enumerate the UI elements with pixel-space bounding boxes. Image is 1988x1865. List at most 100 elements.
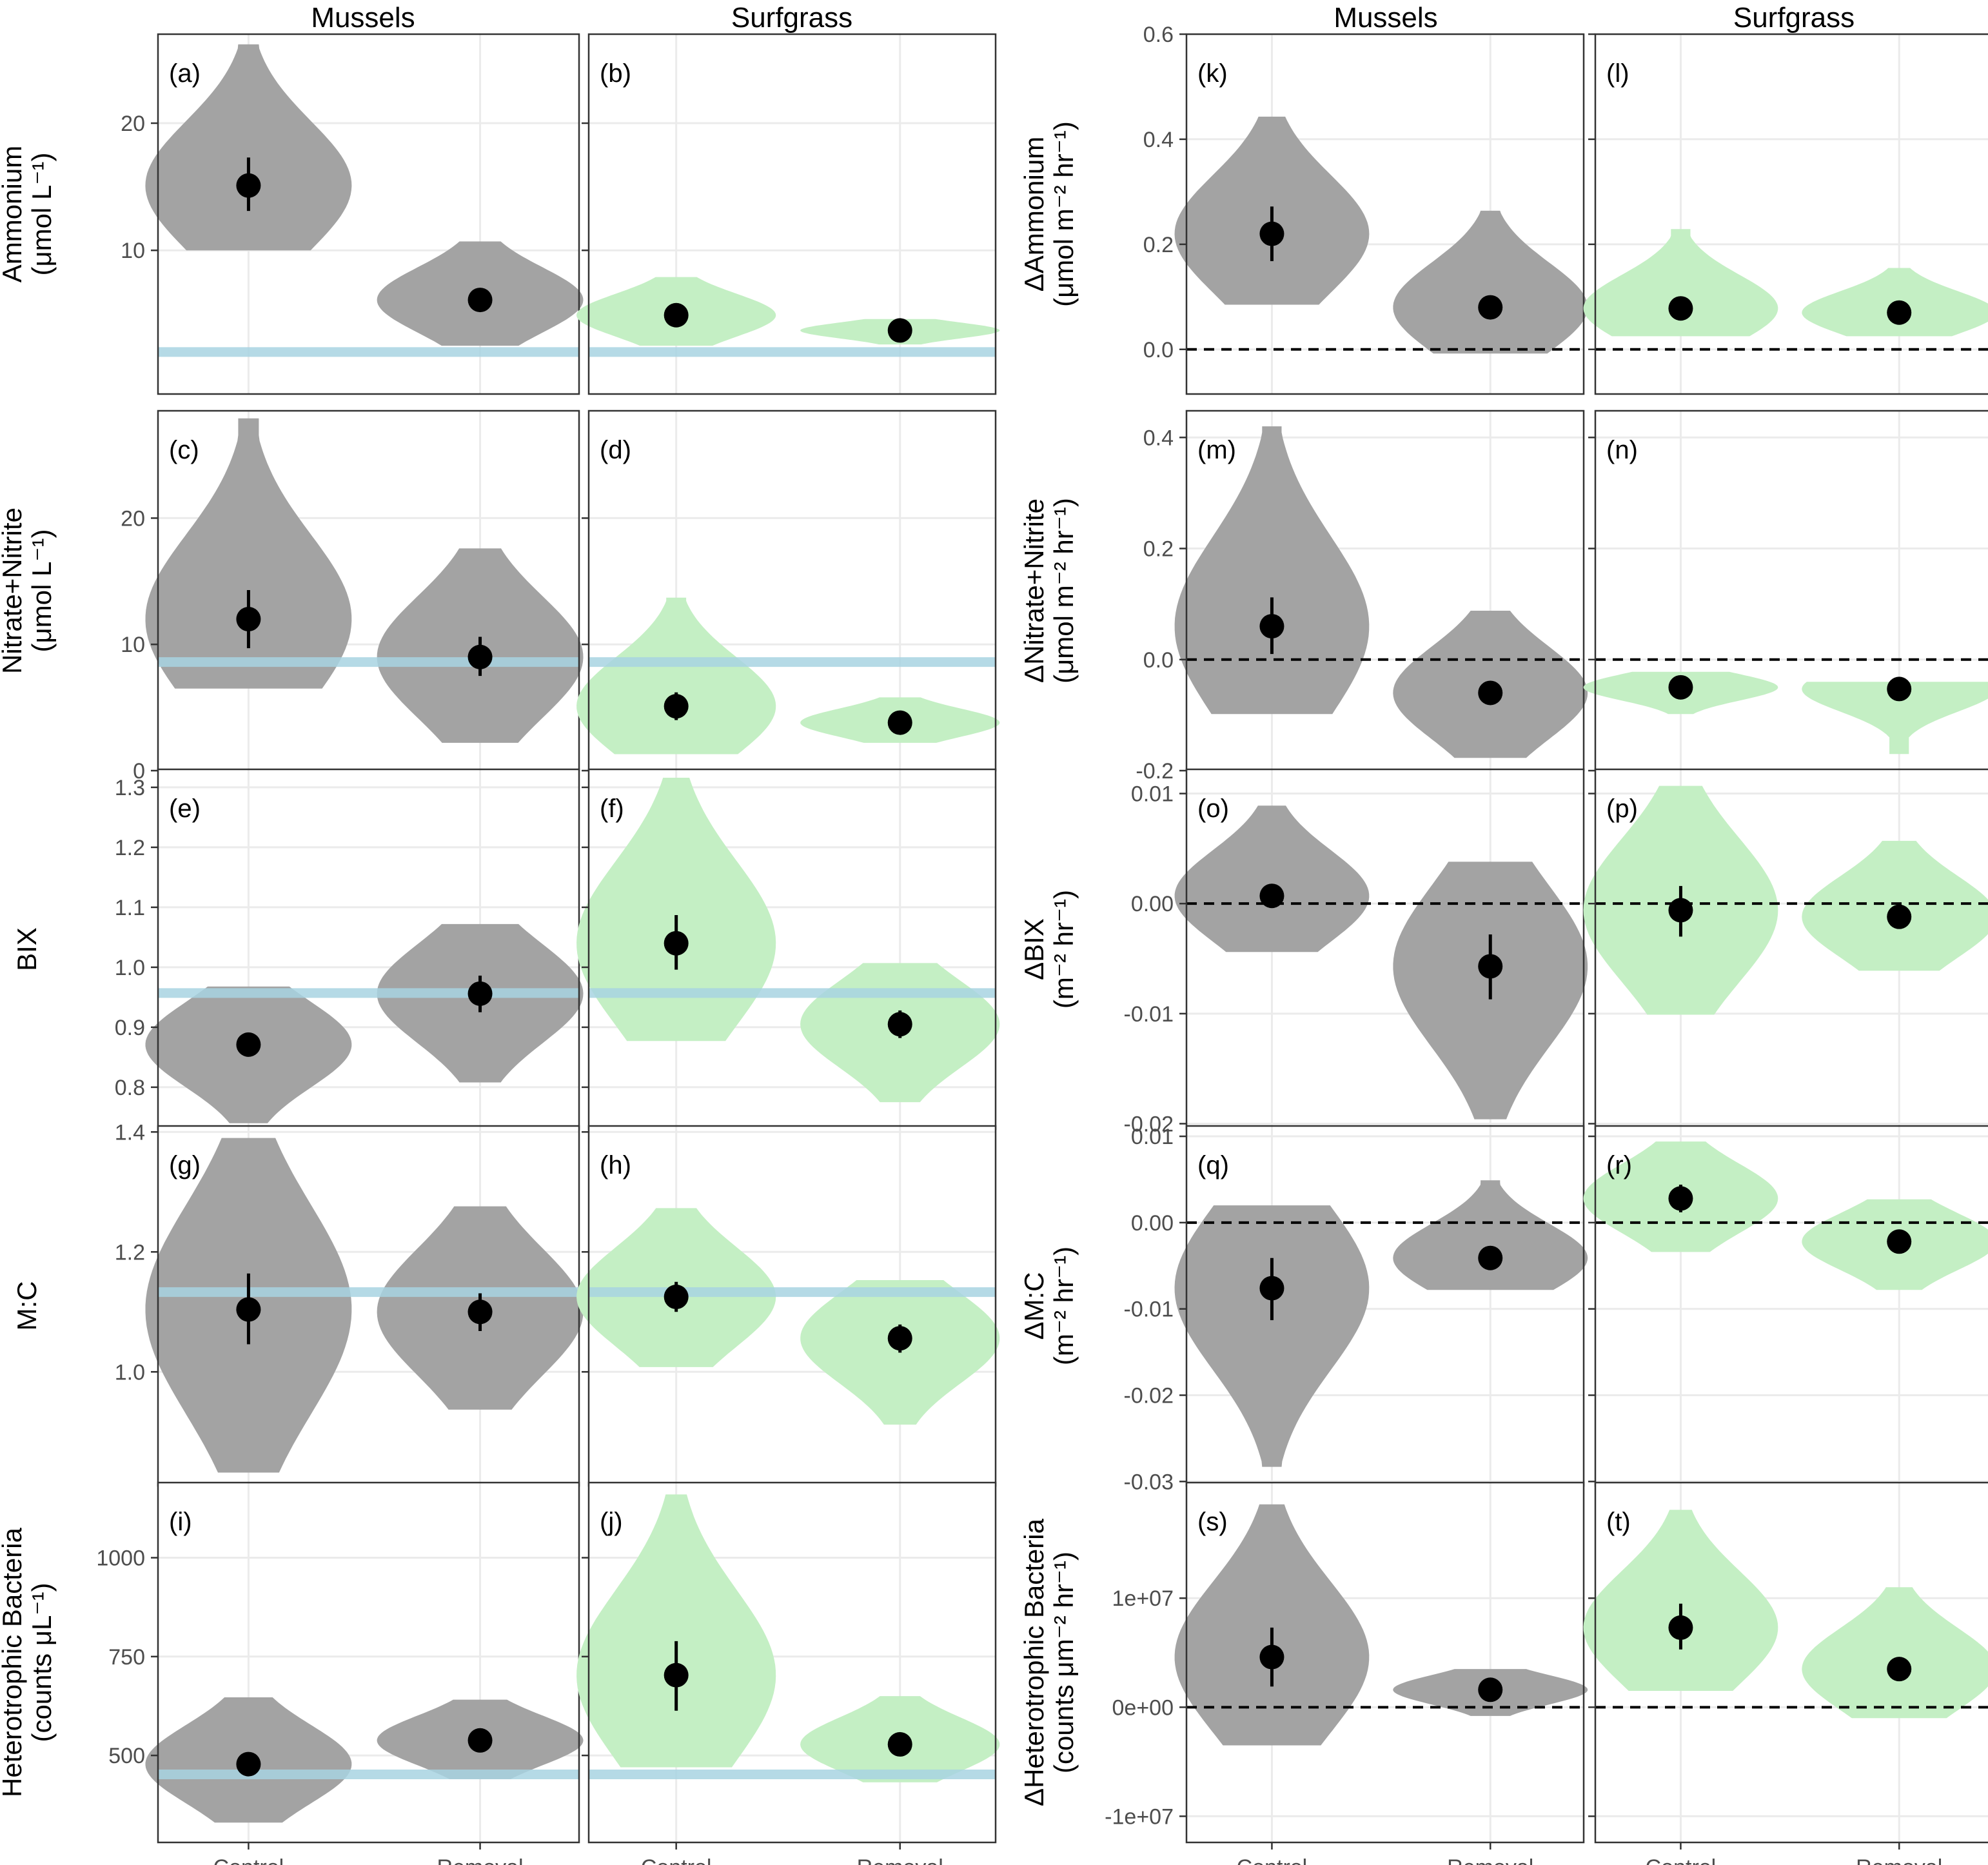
y-tick-label: 1.2 — [115, 1240, 145, 1265]
panel-g: (g) 1.0 1.2 1.4 — [115, 1120, 584, 1487]
mean-point-removal — [887, 1326, 912, 1351]
y-tick-label: 0.6 — [1143, 23, 1174, 47]
mean-point-removal — [887, 710, 912, 735]
mean-point-control — [664, 1663, 689, 1688]
y-tick-label: 0.0 — [1143, 648, 1174, 673]
y-tick-label: 20 — [121, 112, 145, 136]
panel-border — [1594, 33, 1988, 395]
panel-label: (h) — [600, 1151, 631, 1179]
panel-p: (p) — [1583, 768, 1988, 1130]
y-tick-label: 0.9 — [115, 1016, 145, 1040]
violin-control — [145, 44, 352, 251]
x-tick-label-control: Control — [1646, 1855, 1717, 1865]
x-tick-label-removal: Removal — [437, 1855, 523, 1865]
panel-label: (a) — [169, 59, 201, 88]
mean-point-removal — [1478, 1245, 1503, 1270]
mean-point-control — [236, 1752, 261, 1777]
y-tick-label: 20 — [121, 506, 145, 531]
mean-point-removal — [1478, 954, 1503, 979]
panel-label: (s) — [1197, 1508, 1228, 1536]
panel-label: (c) — [169, 436, 199, 464]
y-tick-label: -0.02 — [1124, 1112, 1174, 1136]
panel-border — [587, 33, 997, 395]
violin-control — [1174, 805, 1370, 952]
panel-label: (o) — [1197, 794, 1229, 823]
violin-removal — [1802, 1587, 1988, 1719]
panel-border — [1594, 1481, 1988, 1844]
panel-e: (e) 0.8 0.9 1.0 1.1 1.2 1.3 — [115, 768, 584, 1130]
mean-point-control — [1259, 1644, 1284, 1670]
y-tick-label: 0.8 — [115, 1076, 145, 1100]
y-tick-label: -0.03 — [1124, 1470, 1174, 1494]
panel-i: (i) 500 750 1000 Control Removal — [96, 1481, 584, 1865]
panel-border — [587, 1481, 997, 1844]
mean-point-control — [1259, 1276, 1284, 1301]
panel-c: (c) 0 10 20 — [121, 410, 584, 784]
y-tick-label: 1.4 — [115, 1120, 145, 1145]
panel-label: (p) — [1606, 794, 1638, 823]
mean-point-removal — [467, 1299, 493, 1325]
x-tick-label-removal: Removal — [1856, 1855, 1942, 1865]
panel-background — [1595, 34, 1988, 394]
mean-point-removal — [467, 644, 493, 669]
violin-removal — [1393, 210, 1588, 354]
y-tick-label: 0.01 — [1131, 782, 1174, 807]
y-axis-title-right_rows-3-line-0: ΔM:C — [1019, 1272, 1049, 1339]
y-tick-label: 1000 — [96, 1546, 145, 1571]
mean-point-control — [1668, 1615, 1693, 1640]
panel-label: (e) — [169, 794, 201, 823]
panel-label: (l) — [1606, 59, 1629, 88]
y-tick-label: 10 — [121, 239, 145, 263]
y-axis-title-left_rows-1-line-1: (μmol L⁻¹) — [26, 529, 57, 652]
header-right-mussels: Mussels — [1334, 2, 1437, 34]
panel-h: (h) — [576, 1125, 1000, 1487]
violin-removal — [1802, 682, 1988, 755]
y-axis-title-right_rows-2-line-0: ΔBIX — [1019, 918, 1049, 980]
mean-point-control — [236, 607, 261, 632]
panel-t: (t) Control Removal — [1583, 1481, 1988, 1865]
mean-point-removal — [1478, 295, 1503, 320]
panel-label: (g) — [169, 1151, 201, 1179]
y-tick-label: 0.2 — [1143, 537, 1174, 562]
y-axis-title-left_rows-0-line-1: (μmol L⁻¹) — [26, 152, 57, 275]
y-axis-title-left_rows-1-line-0: Nitrate+Nitrite — [0, 508, 27, 674]
y-tick-label: 1e+07 — [1112, 1586, 1174, 1611]
panel-label: (b) — [600, 59, 631, 88]
panel-o: (o) -0.02 -0.01 0.00 0.01 — [1124, 768, 1588, 1136]
mean-point-removal — [1887, 676, 1912, 702]
panel-f: (f) — [576, 768, 1000, 1130]
x-tick-label-control: Control — [641, 1855, 712, 1865]
y-tick-label: 0.0 — [1143, 338, 1174, 362]
panel-border — [1185, 33, 1585, 395]
y-tick-label: 1.0 — [115, 1360, 145, 1385]
panel-label: (q) — [1197, 1151, 1229, 1179]
panel-a: (a) 10 20 — [121, 33, 584, 395]
violin-control — [145, 418, 352, 689]
mean-point-removal — [1887, 904, 1912, 929]
y-tick-label: 0.00 — [1131, 892, 1174, 916]
panel-n: (n) — [1583, 410, 1988, 772]
y-tick-label: 1.2 — [115, 836, 145, 860]
y-axis-title-left_rows-4-line-0: Heterotrophic Bacteria — [0, 1527, 27, 1797]
violin-control — [576, 778, 776, 1041]
panel-label: (j) — [600, 1508, 623, 1536]
violin-control — [1174, 426, 1370, 715]
panel-l: (l) — [1583, 33, 1988, 395]
mean-point-control — [236, 1297, 261, 1322]
y-tick-label: 0.01 — [1131, 1125, 1174, 1149]
panel-label: (f) — [600, 794, 624, 823]
y-tick-label: -0.01 — [1124, 1002, 1174, 1027]
mean-point-removal — [1478, 1677, 1503, 1702]
panel-label: (t) — [1606, 1508, 1631, 1536]
y-tick-label: 750 — [108, 1645, 145, 1670]
mean-point-control — [1668, 675, 1693, 700]
panel-label: (r) — [1606, 1151, 1632, 1179]
y-axis-title-right_rows-1-line-1: (μmol m⁻² hr⁻¹) — [1048, 498, 1079, 684]
panel-b: (b) — [576, 33, 1000, 395]
header-left-mussels: Mussels — [311, 2, 415, 34]
violin-control — [1174, 1504, 1370, 1746]
mean-point-control — [1668, 898, 1693, 923]
violin-control — [576, 597, 776, 755]
panel-s: (s) -1e+07 0e+00 1e+07 Control Removal — [1105, 1481, 1588, 1865]
y-axis-title-right_rows-4-line-0: ΔHeterotrophic Bacteria — [1019, 1518, 1049, 1806]
